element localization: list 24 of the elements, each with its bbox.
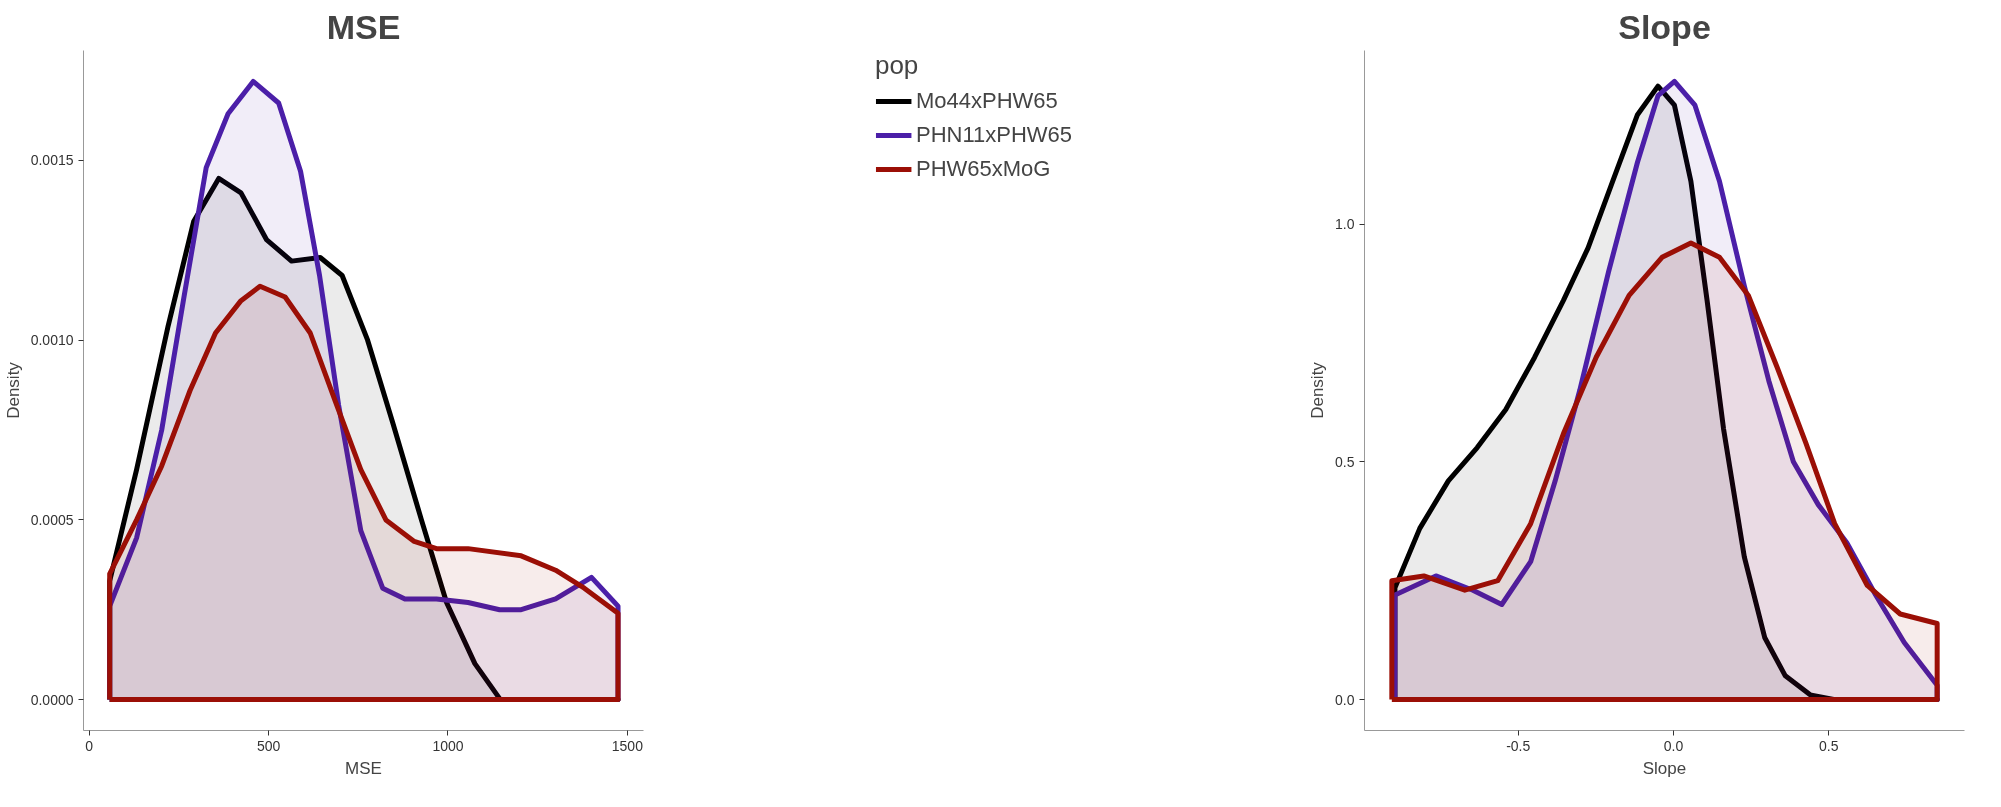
- chart-title: MSE: [326, 7, 401, 46]
- chart-title: Slope: [1618, 7, 1711, 46]
- x-tick-label: 1500: [611, 737, 644, 754]
- x-tick-label: -0.5: [1506, 737, 1531, 754]
- y-tick-label: 0.5: [1335, 453, 1355, 470]
- y-tick-label: 0.0005: [30, 511, 74, 528]
- y-axis-title: Density: [1308, 361, 1328, 419]
- x-axis-title: Slope: [1642, 758, 1687, 778]
- y-tick-label: 0.0010: [30, 332, 74, 349]
- x-tick-label: 0.0: [1663, 737, 1684, 754]
- y-axis-title: Density: [3, 361, 23, 419]
- y-tick-label: 0.0015: [30, 152, 74, 169]
- x-axis-title: MSE: [345, 758, 382, 778]
- legend-title: pop: [874, 50, 920, 81]
- legend-label: PHN11xPHW65: [915, 122, 1073, 148]
- y-tick-label: 1.0: [1335, 216, 1355, 233]
- x-tick-label: 0: [85, 737, 94, 754]
- legend-label: PHW65xMoG: [915, 156, 1051, 182]
- x-tick-label: 1000: [432, 737, 464, 754]
- y-tick-label: 0.0000: [30, 691, 74, 708]
- x-tick-label: 500: [256, 737, 281, 754]
- x-tick-label: 0.5: [1819, 737, 1839, 754]
- y-tick-label: 0.0: [1335, 691, 1355, 708]
- legend-label: Mo44xPHW65: [915, 88, 1058, 114]
